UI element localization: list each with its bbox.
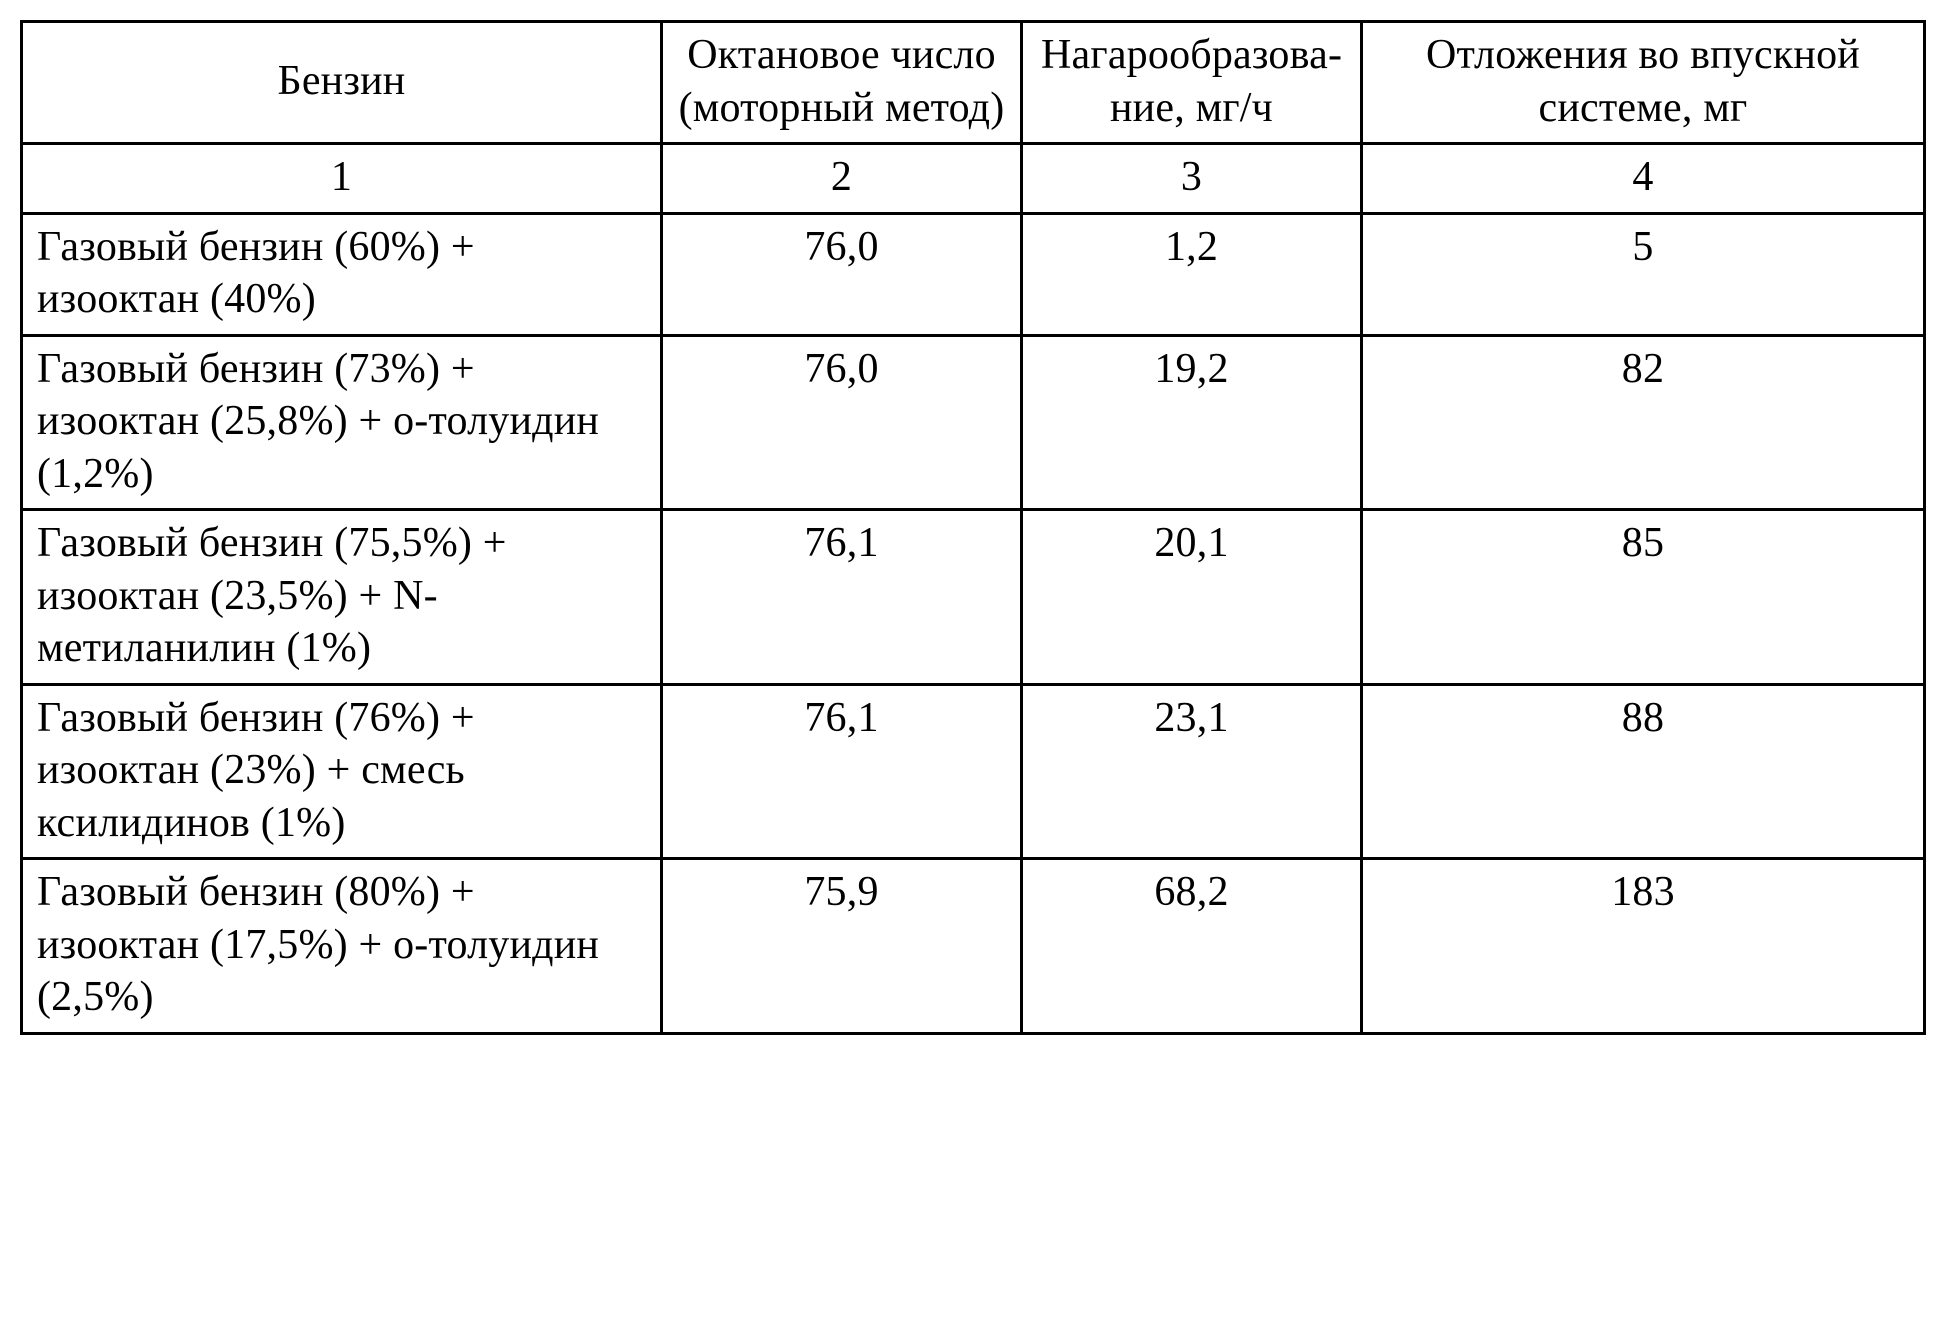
col-index-4: 4 bbox=[1362, 144, 1925, 214]
cell-soot: 19,2 bbox=[1022, 335, 1362, 510]
cell-octane: 76,0 bbox=[662, 335, 1022, 510]
cell-soot: 20,1 bbox=[1022, 510, 1362, 685]
cell-deposits: 88 bbox=[1362, 684, 1925, 859]
cell-octane: 76,0 bbox=[662, 213, 1022, 335]
table-row: Газовый бензин (60%) + изооктан (40%) 76… bbox=[22, 213, 1925, 335]
table-row: Газовый бензин (73%) + изооктан (25,8%) … bbox=[22, 335, 1925, 510]
column-index-row: 1 2 3 4 bbox=[22, 144, 1925, 214]
gasoline-properties-table: Бензин Октановое число (моторный метод) … bbox=[20, 20, 1926, 1035]
cell-octane: 76,1 bbox=[662, 684, 1022, 859]
table-header-row: Бензин Октановое число (моторный метод) … bbox=[22, 22, 1925, 144]
cell-deposits: 85 bbox=[1362, 510, 1925, 685]
col-header-soot: Нагаро­образова­ние, мг/ч bbox=[1022, 22, 1362, 144]
col-header-octane: Октановое число (моторный метод) bbox=[662, 22, 1022, 144]
cell-octane: 76,1 bbox=[662, 510, 1022, 685]
table-row: Газовый бензин (80%) + изооктан (17,5%) … bbox=[22, 859, 1925, 1034]
table-row: Газовый бензин (75,5%) + изооктан (23,5%… bbox=[22, 510, 1925, 685]
col-header-gasoline: Бензин bbox=[22, 22, 662, 144]
col-index-1: 1 bbox=[22, 144, 662, 214]
cell-soot: 68,2 bbox=[1022, 859, 1362, 1034]
cell-deposits: 82 bbox=[1362, 335, 1925, 510]
cell-gasoline: Газовый бензин (76%) + изооктан (23%) + … bbox=[22, 684, 662, 859]
cell-octane: 75,9 bbox=[662, 859, 1022, 1034]
cell-gasoline: Газовый бензин (73%) + изооктан (25,8%) … bbox=[22, 335, 662, 510]
col-index-3: 3 bbox=[1022, 144, 1362, 214]
cell-soot: 23,1 bbox=[1022, 684, 1362, 859]
cell-gasoline: Газовый бензин (60%) + изооктан (40%) bbox=[22, 213, 662, 335]
cell-deposits: 183 bbox=[1362, 859, 1925, 1034]
cell-gasoline: Газовый бензин (75,5%) + изооктан (23,5%… bbox=[22, 510, 662, 685]
cell-deposits: 5 bbox=[1362, 213, 1925, 335]
cell-soot: 1,2 bbox=[1022, 213, 1362, 335]
col-header-deposits: Отложения во впускной систе­ме, мг bbox=[1362, 22, 1925, 144]
table-row: Газовый бензин (76%) + изооктан (23%) + … bbox=[22, 684, 1925, 859]
cell-gasoline: Газовый бензин (80%) + изооктан (17,5%) … bbox=[22, 859, 662, 1034]
col-index-2: 2 bbox=[662, 144, 1022, 214]
